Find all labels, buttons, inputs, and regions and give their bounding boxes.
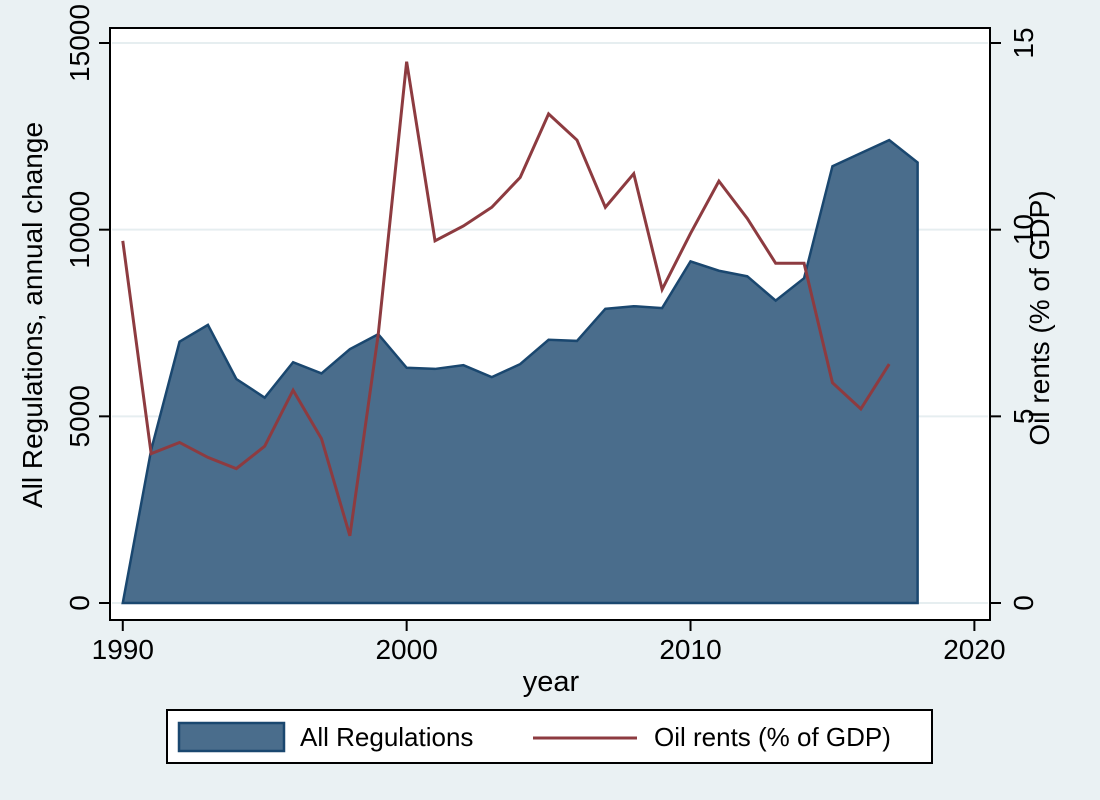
left-axis-title: All Regulations, annual change	[17, 122, 48, 508]
right-tick-label: 0	[1008, 595, 1039, 611]
x-axis-title: year	[523, 666, 580, 698]
legend-label-all-regulations: All Regulations	[300, 722, 473, 752]
x-tick-label: 1990	[92, 634, 154, 665]
left-axis-ticks: 0 5000 10000 15000	[64, 4, 110, 611]
right-axis-title: Oil rents (% of GDP)	[1024, 190, 1055, 445]
legend-label-oil-rents: Oil rents (% of GDP)	[654, 722, 891, 752]
right-tick-label: 5	[1008, 409, 1039, 425]
left-tick-label: 10000	[64, 191, 95, 269]
legend-area-swatch	[177, 721, 286, 753]
plot-frame	[109, 27, 991, 621]
x-tick-label: 2020	[943, 634, 1005, 665]
left-tick-label: 0	[64, 595, 95, 611]
x-tick-label: 2000	[375, 634, 437, 665]
oil-rents-line	[121, 61, 891, 537]
right-tick-label: 15	[1008, 27, 1039, 58]
right-axis-ticks: 0 5 10 15	[990, 27, 1039, 611]
x-axis-ticks: 1990 2000 2010 2020	[92, 620, 1006, 665]
left-tick-label: 15000	[64, 4, 95, 82]
left-tick-label: 5000	[64, 385, 95, 447]
legend: All Regulations Oil rents (% of GDP)	[166, 709, 933, 764]
all-regulations-area	[121, 138, 919, 605]
right-tick-label: 10	[1008, 214, 1039, 245]
x-tick-label: 2010	[659, 634, 721, 665]
